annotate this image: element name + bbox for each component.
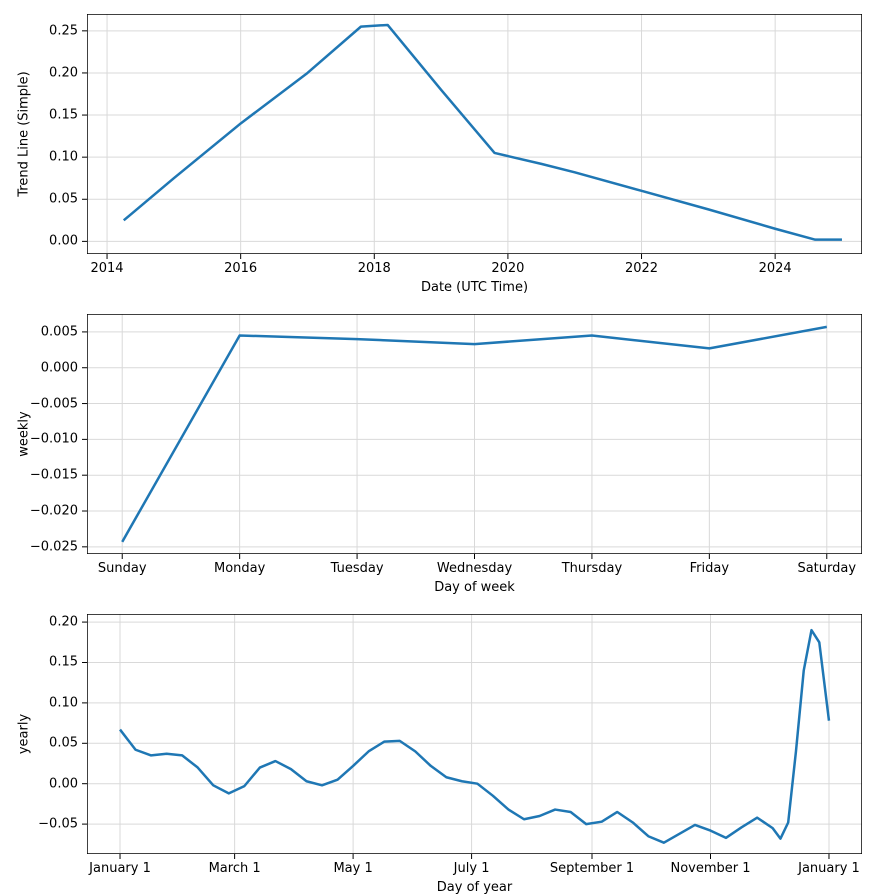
xtick-label: 2024	[759, 261, 792, 276]
ytick-label: 0.000	[41, 360, 78, 375]
ytick-label: −0.020	[30, 504, 78, 519]
xtick-label: March 1	[209, 861, 261, 876]
ytick-label: −0.010	[30, 432, 78, 447]
ytick-label: −0.005	[30, 396, 78, 411]
xlabel-trend: Date (UTC Time)	[421, 280, 528, 295]
xtick-label: July 1	[454, 861, 490, 876]
ytick-label: −0.025	[30, 539, 78, 554]
xtick-label: Thursday	[562, 561, 622, 576]
ytick-label: 0.00	[49, 234, 78, 249]
ylabel-yearly: yearly	[17, 714, 32, 754]
xtick-label: 2020	[491, 261, 524, 276]
xtick-label: 2022	[625, 261, 658, 276]
xtick-label: 2018	[358, 261, 391, 276]
xtick-label: May 1	[333, 861, 372, 876]
ytick-label: 0.05	[49, 736, 78, 751]
ytick-label: 0.10	[49, 150, 78, 165]
xtick-label: Monday	[214, 561, 265, 576]
xtick-label: Saturday	[797, 561, 856, 576]
xtick-label: January 1	[89, 861, 151, 876]
xtick-label: Friday	[690, 561, 729, 576]
tick-marks	[87, 314, 869, 561]
chart-panel-yearly	[87, 614, 862, 854]
xtick-label: Tuesday	[331, 561, 384, 576]
tick-marks	[87, 14, 869, 261]
ytick-label: 0.05	[49, 192, 78, 207]
chart-panel-trend	[87, 14, 862, 254]
xlabel-yearly: Day of year	[437, 880, 512, 895]
ytick-label: −0.015	[30, 468, 78, 483]
ytick-label: 0.20	[49, 65, 78, 80]
xtick-label: November 1	[670, 861, 750, 876]
figure: 2014 2016 2018 2020 2022 2024 0.00 0.05 0.10 0.15…	[0, 0, 886, 889]
ytick-label: 0.15	[49, 108, 78, 123]
ytick-label: 0.20	[49, 615, 78, 630]
chart-panel-weekly	[87, 314, 862, 554]
ylabel-trend: Trend Line (Simple)	[17, 71, 32, 196]
ytick-label: 0.15	[49, 655, 78, 670]
ytick-label: 0.005	[41, 324, 78, 339]
xtick-label: 2016	[224, 261, 257, 276]
xtick-label: Sunday	[98, 561, 147, 576]
ytick-label: 0.10	[49, 695, 78, 710]
xtick-label: Wednesday	[437, 561, 512, 576]
xtick-label: 2014	[90, 261, 123, 276]
ytick-label: 0.00	[49, 776, 78, 791]
tick-marks	[87, 614, 869, 861]
xlabel-weekly: Day of week	[434, 580, 515, 595]
ylabel-weekly: weekly	[17, 411, 32, 456]
ytick-label: 0.25	[49, 23, 78, 38]
xtick-label: September 1	[550, 861, 634, 876]
xtick-label: January 1	[798, 861, 860, 876]
ytick-label: −0.05	[38, 817, 78, 832]
